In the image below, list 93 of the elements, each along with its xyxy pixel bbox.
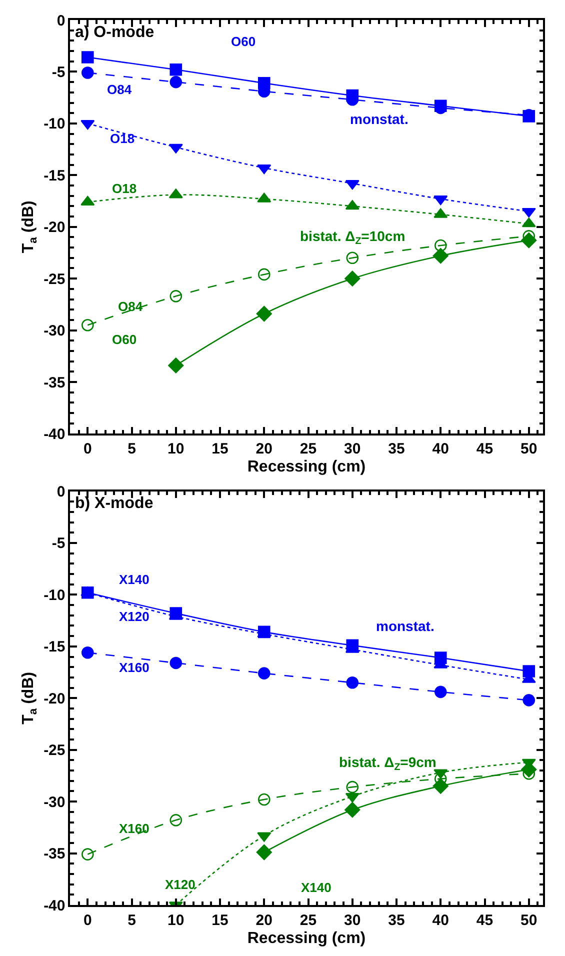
x-tick-label: 0: [83, 912, 92, 929]
y-tick-label: 0: [56, 12, 66, 30]
x-axis-title: Recessing (cm): [247, 930, 366, 947]
x-tick-label: 5: [128, 440, 136, 458]
point: [170, 656, 182, 670]
series-label: O84: [118, 299, 144, 314]
y-tick-label: -5: [52, 535, 66, 552]
point: [434, 652, 447, 664]
series-label: X140: [119, 572, 150, 587]
point: [434, 686, 447, 698]
x-tick-label: 40: [432, 440, 449, 458]
x-tick-label: 50: [520, 912, 538, 929]
point: [170, 64, 182, 76]
x-axis-title: Recessing (cm): [247, 458, 366, 476]
x-tick-label: 50: [520, 440, 538, 458]
series-label: O18: [112, 181, 137, 196]
text: X140: [301, 880, 332, 895]
point: [82, 848, 94, 860]
x-tick-label: 40: [432, 912, 449, 929]
point: [168, 358, 184, 374]
point: [170, 814, 182, 826]
x-tick-label: 0: [83, 440, 92, 458]
point: [258, 268, 270, 281]
x-tick-label: 10: [168, 440, 184, 458]
x-tick-label: 35: [388, 912, 405, 929]
y-tick-label: -20: [44, 219, 66, 236]
point: [170, 76, 182, 88]
point: [521, 232, 537, 248]
y-tick-label: -30: [44, 322, 66, 340]
x-tick-label: 20: [256, 440, 272, 458]
y-tick-label: 0: [56, 484, 66, 501]
x-tick-label: 30: [344, 440, 361, 458]
point: [432, 778, 448, 794]
point: [82, 51, 94, 64]
series-label: X120: [165, 877, 196, 892]
y-tick-label: -15: [44, 638, 66, 656]
point: [346, 639, 359, 652]
y-tick-label: -25: [44, 270, 66, 288]
x-tick-label: 35: [388, 440, 405, 458]
x-tick-label: 10: [168, 912, 184, 929]
x-tick-label: 20: [256, 912, 272, 929]
point: [82, 318, 94, 332]
point: [522, 665, 536, 678]
point: [82, 66, 94, 79]
x-tick-label: 15: [212, 912, 228, 929]
point: [344, 270, 360, 286]
point: [82, 586, 94, 599]
x-tick-label: 5: [128, 912, 136, 929]
point: [344, 802, 360, 818]
point: [346, 252, 359, 264]
x-tick-label: 25: [300, 912, 317, 929]
point: [256, 306, 272, 322]
point: [82, 646, 94, 659]
x-tick-label: 30: [344, 912, 361, 929]
y-tick-label: -5: [52, 64, 66, 81]
y-tick-label: -35: [44, 374, 66, 392]
x-tick-label: 25: [300, 440, 317, 458]
series-label: X120: [119, 609, 150, 624]
point: [256, 844, 272, 860]
point: [346, 780, 359, 794]
y-tick-label: -15: [44, 167, 66, 184]
series-label: O84: [107, 82, 132, 97]
x-tick-label: 45: [476, 912, 494, 929]
y-tick-label: -25: [44, 742, 66, 760]
text: O60: [112, 332, 137, 347]
y-tick-label: -30: [44, 794, 66, 811]
point: [432, 248, 448, 264]
y-tick-label: -40: [44, 426, 66, 443]
x-tick-label: 15: [212, 440, 228, 458]
annotation: monstat.: [350, 111, 408, 127]
y-tick-label: -10: [44, 116, 66, 133]
point: [345, 792, 360, 803]
series-label: X160: [119, 821, 150, 836]
point: [170, 607, 182, 620]
y-tick-label: -35: [44, 846, 66, 863]
point: [522, 694, 536, 706]
point: [258, 667, 270, 680]
y-tick-label: -40: [44, 897, 66, 914]
annotation: bistat. Δ$_{Z}$=9cm: [339, 754, 436, 773]
chart-title: a) O-mode: [75, 24, 154, 41]
chart-title: b) X-mode: [75, 495, 154, 512]
annotation: monstat.: [376, 618, 434, 634]
point: [346, 676, 359, 689]
x-tick-label: 45: [476, 440, 494, 458]
point: [434, 239, 447, 252]
point: [258, 793, 270, 806]
point: [170, 290, 182, 302]
y-tick-label: -20: [44, 690, 66, 708]
series-label: X160: [119, 660, 150, 675]
series-label: O18: [110, 131, 135, 146]
text: O60: [231, 34, 256, 49]
annotation: bistat. Δ$_{Z}$=10cm: [300, 228, 406, 247]
y-tick-label: -10: [44, 586, 66, 604]
